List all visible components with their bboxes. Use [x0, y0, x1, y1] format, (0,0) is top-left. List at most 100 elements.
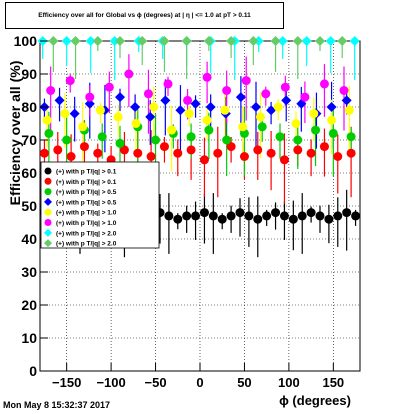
data-point: [143, 89, 153, 99]
x-tick-label: 150: [322, 375, 344, 390]
data-point: [293, 145, 303, 155]
data-point: [270, 36, 281, 46]
data-point: [137, 36, 148, 46]
data-point: [199, 208, 209, 218]
data-point: [46, 86, 56, 95]
data-point: [163, 79, 173, 89]
data-point: [253, 145, 263, 155]
y-tick-label: 100: [14, 33, 38, 49]
legend-marker: [44, 188, 52, 196]
data-point: [226, 142, 236, 152]
data-point: [115, 36, 125, 46]
data-point: [44, 128, 54, 138]
data-point: [85, 92, 95, 102]
data-point: [255, 112, 265, 122]
legend-marker: [44, 177, 52, 185]
data-point: [39, 148, 49, 158]
data-point: [65, 76, 75, 86]
data-point: [315, 36, 325, 46]
data-point: [293, 135, 303, 145]
data-point: [204, 125, 214, 135]
y-tick-label: 90: [21, 66, 37, 82]
data-point: [248, 36, 259, 46]
data-point: [213, 148, 223, 158]
data-point: [328, 128, 338, 138]
legend-label: (+) with p T/|q| > 2.0: [56, 241, 117, 248]
y-tick-label: 80: [21, 99, 37, 115]
data-point: [191, 211, 201, 221]
data-point: [262, 211, 272, 221]
data-point: [244, 211, 254, 221]
x-axis-ticks: −150 −100 −50 0 50 100 150: [52, 363, 344, 390]
data-point: [235, 92, 246, 103]
data-point: [306, 208, 316, 218]
data-point: [48, 36, 59, 46]
data-point: [251, 102, 261, 112]
data-point: [205, 102, 216, 112]
data-point: [181, 36, 192, 46]
y-tick-label: 70: [21, 132, 37, 148]
data-point: [326, 102, 337, 112]
data-point: [226, 36, 237, 46]
data-point: [182, 211, 192, 221]
data-point: [119, 145, 129, 155]
legend-label: (+) with p T/|q| > 1.0: [56, 220, 117, 227]
data-point: [203, 36, 214, 46]
legend-label: (+) with p T/|q| > 0.1: [56, 169, 117, 176]
data-point: [279, 155, 289, 165]
data-point: [199, 155, 209, 165]
data-point: [351, 211, 361, 221]
legend: (+) with p T/|q| > 0.1 (+) with p T/|q| >…: [40, 161, 160, 249]
data-point: [167, 125, 177, 135]
data-point: [69, 108, 80, 119]
data-point: [300, 92, 310, 102]
data-point: [115, 138, 125, 148]
data-point: [292, 36, 303, 46]
data-point: [160, 95, 171, 106]
data-point: [346, 148, 356, 158]
data-point: [253, 36, 264, 46]
data-point: [301, 36, 312, 46]
data-point: [319, 79, 329, 89]
data-point: [235, 208, 245, 218]
data-point: [261, 89, 271, 99]
legend-marker: [44, 197, 52, 206]
data-point: [226, 211, 236, 221]
data-point: [222, 135, 232, 145]
legend-marker: [44, 219, 52, 226]
data-point: [238, 122, 248, 132]
data-point: [97, 132, 107, 142]
data-point: [315, 211, 325, 221]
data-point: [95, 105, 105, 115]
data-point: [324, 214, 334, 224]
data-point: [92, 36, 103, 46]
data-point: [53, 145, 63, 155]
legend-label: (+) with p T/|q| > 0.1: [56, 179, 117, 186]
y-tick-label: 0: [29, 363, 37, 379]
data-point: [190, 98, 201, 109]
data-point: [325, 36, 336, 46]
x-tick-label: 0: [196, 375, 203, 390]
data-point: [146, 152, 156, 161]
data-point: [346, 132, 356, 142]
x-tick-label: −100: [96, 375, 125, 390]
data-point: [342, 208, 352, 218]
x-tick-label: −150: [52, 375, 81, 390]
data-point: [151, 135, 161, 145]
x-tick-label: 50: [237, 375, 251, 390]
data-point: [60, 109, 70, 119]
data-point: [311, 125, 321, 135]
data-point: [42, 115, 52, 125]
legend-label: (+) with p T/|q| > 0.5: [56, 199, 117, 206]
data-point: [124, 69, 134, 79]
legend-label: (+) with p T/|q| > 1.0: [56, 210, 117, 217]
data-point: [85, 36, 96, 46]
y-tick-label: 30: [21, 264, 37, 280]
data-point: [113, 112, 123, 122]
data-point: [109, 36, 120, 46]
data-point: [131, 119, 141, 128]
data-point: [279, 211, 289, 221]
data-point: [84, 98, 95, 109]
data-point: [333, 152, 343, 161]
data-point: [280, 82, 290, 92]
